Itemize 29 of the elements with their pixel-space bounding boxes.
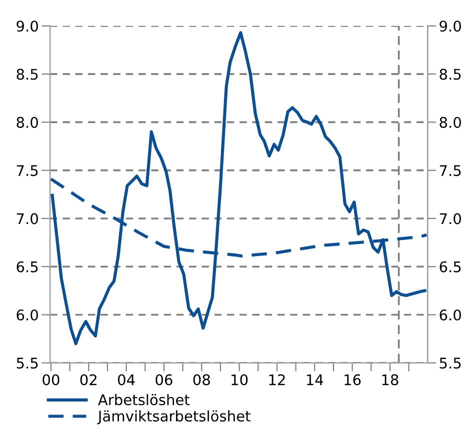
x-tick-label: 10 (232, 374, 248, 386)
y-tick-label: 7.5 (16, 165, 38, 176)
y-tick-label: 8.5 (16, 68, 38, 80)
y-tick-label: 5.5 (16, 358, 38, 369)
x-tick-label: 04 (118, 374, 135, 386)
y2-tick-label: 9.0 (440, 20, 461, 32)
y2-tick-label: 6.0 (440, 309, 461, 320)
y2-tick-label: 8.0 (440, 116, 461, 128)
x-tick-label: 08 (193, 374, 210, 386)
x-tick-label: 14 (306, 374, 324, 386)
y2-tick-label: 5.5 (440, 358, 461, 369)
x-tick-label: 02 (80, 374, 96, 386)
y-tick-label: 6.0 (16, 309, 38, 320)
y-tick-label: 8.0 (16, 116, 38, 128)
y2-tick-label: 8.5 (440, 68, 461, 80)
x-tick-label: 18 (382, 374, 398, 386)
legend-label: Jämviktsarbetslöshet (97, 410, 250, 424)
y2-tick-label: 6.5 (440, 261, 461, 272)
legend-label: Arbetslöshet (98, 394, 190, 406)
y-tick-label: 6.5 (16, 261, 38, 272)
x-tick-label: 12 (269, 374, 285, 386)
y2-tick-label: 7.5 (440, 165, 461, 176)
y-tick-label: 7.0 (16, 213, 38, 224)
y2-tick-label: 7.0 (440, 213, 461, 224)
x-tick-label: 16 (344, 374, 361, 386)
x-tick-label: 00 (42, 374, 60, 386)
y-tick-label: 9.0 (16, 20, 38, 32)
line-series (50, 31, 426, 346)
x-tick-label: 06 (156, 374, 172, 386)
